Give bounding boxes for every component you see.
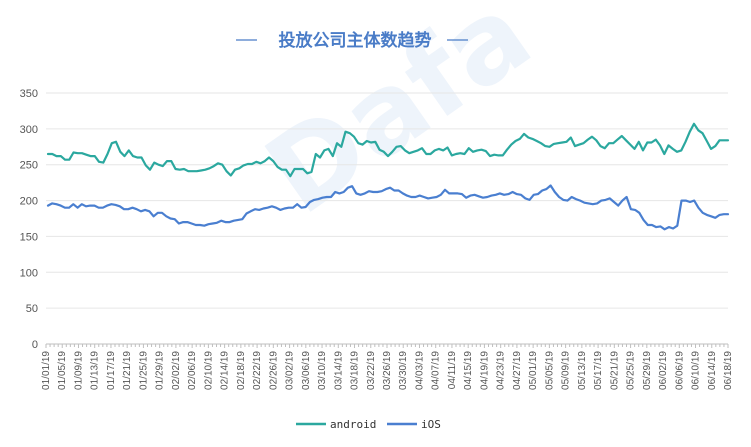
x-tick-label: 02/06/19 [187,351,198,390]
x-tick-label: 03/02/19 [285,351,296,390]
x-tick-label: 03/14/19 [333,351,344,390]
x-tick-label: 01/21/19 [122,351,133,390]
x-tick-label: 01/09/19 [73,351,84,390]
x-tick-label: 02/26/19 [268,351,279,390]
x-tick-label: 06/10/19 [691,351,702,390]
x-tick-label: 03/18/19 [350,351,361,390]
x-axis: 01/01/19 01/05/19 01/09/19 01/13/19 01/17/19… [41,344,734,390]
chart-title: 投放公司主体数趋势 [279,30,432,51]
x-tick-label: 02/02/19 [171,351,182,390]
x-tick-label: 05/29/19 [642,351,653,390]
x-tick-label: 06/18/19 [723,351,734,390]
chart-title-group: 投放公司主体数趋势 [236,30,468,51]
x-tick-label: 05/25/19 [626,351,637,390]
y-tick-label: 250 [20,160,38,172]
x-tick-label: 04/27/19 [512,351,523,390]
x-tick-label: 01/25/19 [138,351,149,390]
x-tick-label: 03/06/19 [301,351,312,390]
x-tick-label: 05/01/19 [528,351,539,390]
y-tick-label: 0 [32,339,38,351]
x-tick-label: 03/22/19 [366,351,377,390]
y-axis: 0 50 100 150 200 250 300 350 [20,88,38,351]
y-tick-label: 350 [20,88,38,100]
x-tick-label: 05/09/19 [561,351,572,390]
y-tick-label: 100 [20,267,38,279]
x-tick-label: 03/30/19 [398,351,409,390]
x-tick-label: 03/26/19 [382,351,393,390]
x-tick-label: 03/10/19 [317,351,328,390]
x-tick-label: 01/29/19 [155,351,166,390]
x-tick-label: 04/19/19 [479,351,490,390]
x-tick-label: 06/02/19 [658,351,669,390]
x-tick-label: 05/13/19 [577,351,588,390]
x-tick-label: 02/22/19 [252,351,263,390]
x-tick-label: 06/06/19 [674,351,685,390]
series-lines [46,122,730,231]
x-tick-label: 01/01/19 [41,351,52,390]
x-tick-label: 04/07/19 [431,351,442,390]
x-tick-label: 05/21/19 [609,351,620,390]
x-tick-label: 04/15/19 [463,351,474,390]
x-tick-label: 01/05/19 [57,351,68,390]
series-line-ios [46,184,730,231]
x-tick-label: 02/10/19 [203,351,214,390]
legend-item-android[interactable]: android [296,418,376,431]
legend: android iOS [296,418,441,431]
x-tick-label: 04/23/19 [496,351,507,390]
y-tick-label: 50 [26,303,38,315]
x-tick-label: 01/13/19 [90,351,101,390]
x-tick-label: 02/18/19 [236,351,247,390]
x-tick-label: 02/14/19 [220,351,231,390]
x-tick-label: 05/17/19 [593,351,604,390]
x-tick-label: 01/17/19 [106,351,117,390]
series-line-android [46,122,730,178]
legend-item-ios[interactable]: iOS [387,418,441,431]
y-tick-label: 200 [20,196,38,208]
gridlines [46,92,728,345]
x-tick-label: 04/03/19 [414,351,425,390]
x-tick-label: 04/11/19 [447,351,458,390]
x-tick-label: 05/05/19 [544,351,555,390]
legend-label-android: android [330,418,376,431]
y-tick-label: 150 [20,231,38,243]
x-tick-label: 06/14/19 [707,351,718,390]
y-tick-label: 300 [20,124,38,136]
legend-label-ios: iOS [421,418,441,431]
